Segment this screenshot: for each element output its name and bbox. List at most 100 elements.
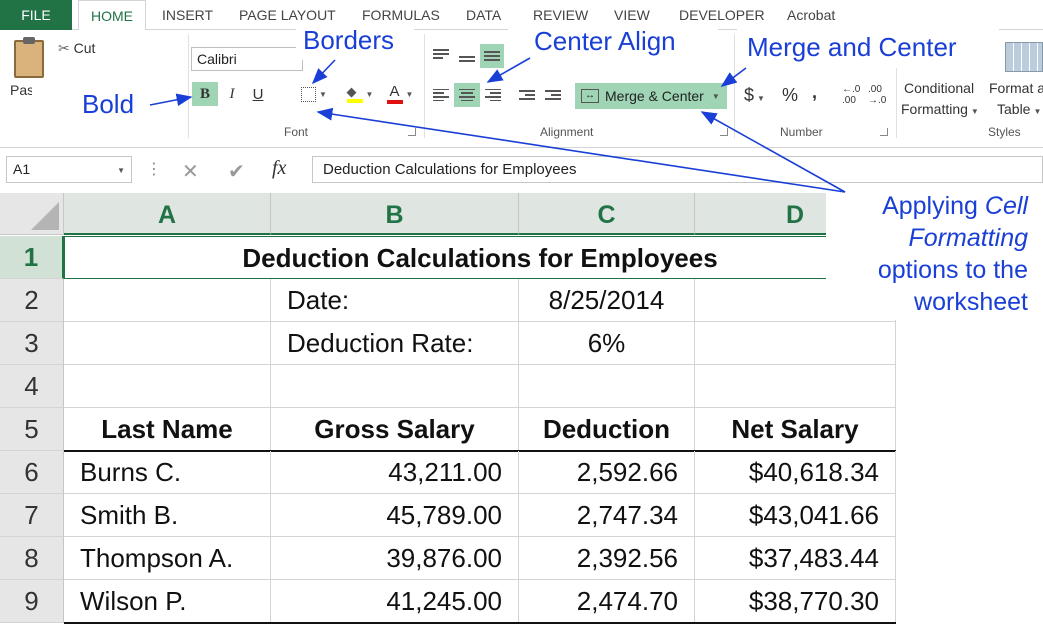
cell-c2[interactable]: 8/25/2014 bbox=[519, 279, 695, 322]
center-align-button[interactable] bbox=[454, 83, 480, 107]
cell-c4[interactable] bbox=[519, 365, 695, 408]
cell-c7[interactable]: 2,747.34 bbox=[519, 494, 695, 537]
align-right-button[interactable] bbox=[482, 83, 504, 107]
format-as-table-icon[interactable] bbox=[1005, 42, 1043, 72]
row-header-2[interactable]: 2 bbox=[0, 279, 64, 322]
increase-indent-button[interactable] bbox=[542, 83, 564, 107]
row-header-7[interactable]: 7 bbox=[0, 494, 64, 537]
row-header-1[interactable]: 1 bbox=[0, 236, 64, 279]
number-dialog-launcher-icon[interactable] bbox=[880, 128, 888, 136]
chevron-down-icon: ▼ bbox=[1033, 107, 1042, 116]
percent-button[interactable]: % bbox=[782, 85, 799, 105]
row-header-3[interactable]: 3 bbox=[0, 322, 64, 365]
decrease-decimal-button[interactable]: .00 →.0 bbox=[868, 84, 886, 106]
cell-b5-header[interactable]: Gross Salary bbox=[271, 408, 519, 451]
chevron-down-icon: ▼ bbox=[365, 89, 374, 99]
cell-a3[interactable] bbox=[64, 322, 271, 365]
row-header-9[interactable]: 9 bbox=[0, 580, 64, 623]
cell-d6[interactable]: $40,618.34 bbox=[695, 451, 896, 494]
tab-file[interactable]: FILE bbox=[0, 0, 72, 30]
title-cell-merged[interactable]: Deduction Calculations for Employees bbox=[64, 236, 896, 279]
number-group-label: Number bbox=[780, 125, 823, 139]
bold-button[interactable]: B bbox=[192, 82, 218, 106]
format-as-table-button[interactable]: Table ▼ bbox=[997, 101, 1041, 117]
cell-b4[interactable] bbox=[271, 365, 519, 408]
top-align-button[interactable] bbox=[430, 42, 452, 66]
conditional-formatting-button[interactable]: Formatting ▼ bbox=[901, 101, 979, 117]
tab-view[interactable]: VIEW bbox=[614, 7, 650, 23]
cell-b7[interactable]: 45,789.00 bbox=[271, 494, 519, 537]
formula-input[interactable]: Deduction Calculations for Employees bbox=[312, 156, 1043, 183]
cell-a5-header[interactable]: Last Name bbox=[64, 408, 271, 451]
ribbon-tab-bar: FILE HOME INSERT PAGE LAYOUT FORMULAS DA… bbox=[0, 0, 1043, 31]
tab-home[interactable]: HOME bbox=[78, 0, 146, 31]
cell-a6[interactable]: Burns C. bbox=[64, 451, 271, 494]
merge-center-button[interactable]: ↔ Merge & Center ▼ bbox=[575, 83, 727, 109]
select-all-corner[interactable] bbox=[0, 193, 64, 235]
row-header-5[interactable]: 5 bbox=[0, 408, 64, 451]
borders-button[interactable]: ▼ bbox=[296, 82, 332, 106]
row-header-6[interactable]: 6 bbox=[0, 451, 64, 494]
cell-a9[interactable]: Wilson P. bbox=[64, 580, 271, 623]
conditional-formatting-label[interactable]: Conditional bbox=[904, 80, 975, 96]
cell-a8[interactable]: Thompson A. bbox=[64, 537, 271, 580]
paste-icon[interactable] bbox=[14, 37, 44, 78]
decrease-indent-button[interactable] bbox=[516, 83, 538, 107]
cell-d3[interactable] bbox=[695, 322, 896, 365]
cell-d7[interactable]: $43,041.66 bbox=[695, 494, 896, 537]
name-box[interactable]: A1 ▼ bbox=[6, 156, 132, 183]
align-left-icon bbox=[433, 86, 449, 103]
enter-check-icon[interactable]: ✔ bbox=[228, 161, 245, 183]
cut-button[interactable]: ✂ Cut bbox=[58, 40, 95, 57]
bottom-align-button[interactable] bbox=[480, 44, 504, 68]
cell-c3[interactable]: 6% bbox=[519, 322, 695, 365]
currency-button[interactable]: $ ▼ bbox=[744, 85, 765, 106]
underline-button[interactable]: U bbox=[252, 85, 264, 103]
cell-c8[interactable]: 2,392.56 bbox=[519, 537, 695, 580]
chevron-down-icon: ▼ bbox=[711, 91, 720, 101]
italic-button[interactable]: I bbox=[229, 85, 235, 102]
cell-b2[interactable]: Date: bbox=[271, 279, 519, 322]
cell-b8[interactable]: 39,876.00 bbox=[271, 537, 519, 580]
comma-button[interactable]: , bbox=[812, 82, 818, 102]
fill-color-button[interactable]: ◆ ▼ bbox=[342, 82, 378, 106]
alignment-dialog-launcher-icon[interactable] bbox=[720, 128, 728, 136]
annotation-cell-formatting: Applying Cell Formatting options to the … bbox=[826, 190, 1043, 320]
tab-page-layout[interactable]: PAGE LAYOUT bbox=[239, 7, 336, 23]
row-header-8[interactable]: 8 bbox=[0, 537, 64, 580]
cell-c6[interactable]: 2,592.66 bbox=[519, 451, 695, 494]
column-header-b[interactable]: B bbox=[271, 193, 519, 235]
increase-decimal-button[interactable]: ←.0 .00 bbox=[842, 84, 860, 106]
middle-align-button[interactable] bbox=[456, 47, 478, 71]
format-as-table-label[interactable]: Format as bbox=[989, 80, 1043, 96]
cell-a7[interactable]: Smith B. bbox=[64, 494, 271, 537]
tab-insert[interactable]: INSERT bbox=[162, 7, 214, 23]
font-name-box[interactable]: Calibri bbox=[191, 47, 303, 71]
tab-formulas[interactable]: FORMULAS bbox=[362, 7, 440, 23]
cell-d8[interactable]: $37,483.44 bbox=[695, 537, 896, 580]
align-left-button[interactable] bbox=[430, 83, 452, 107]
cell-b9[interactable]: 41,245.00 bbox=[271, 580, 519, 623]
tab-acrobat[interactable]: Acrobat bbox=[787, 7, 836, 23]
font-color-button[interactable]: A ▼ bbox=[382, 82, 418, 106]
cell-c9[interactable]: 2,474.70 bbox=[519, 580, 695, 623]
cell-d5-header[interactable]: Net Salary bbox=[695, 408, 896, 451]
tab-developer[interactable]: DEVELOPER bbox=[679, 7, 765, 23]
cell-b3[interactable]: Deduction Rate: bbox=[271, 322, 519, 365]
tab-review[interactable]: REVIEW bbox=[533, 7, 589, 23]
column-header-a[interactable]: A bbox=[64, 193, 271, 235]
insert-function-icon[interactable]: fx bbox=[272, 157, 287, 179]
more-options-icon[interactable]: ⋮ bbox=[146, 161, 162, 178]
cancel-icon[interactable]: ✕ bbox=[182, 161, 199, 183]
cell-d4[interactable] bbox=[695, 365, 896, 408]
cell-c5-header[interactable]: Deduction bbox=[519, 408, 695, 451]
cell-b6[interactable]: 43,211.00 bbox=[271, 451, 519, 494]
row-header-4[interactable]: 4 bbox=[0, 365, 64, 408]
align-bottom-icon bbox=[484, 49, 500, 63]
cell-d9[interactable]: $38,770.30 bbox=[695, 580, 896, 623]
font-dialog-launcher-icon[interactable] bbox=[408, 128, 416, 136]
cell-a2[interactable] bbox=[64, 279, 271, 322]
column-header-c[interactable]: C bbox=[519, 193, 695, 235]
cell-a4[interactable] bbox=[64, 365, 271, 408]
tab-data[interactable]: DATA bbox=[466, 7, 502, 23]
